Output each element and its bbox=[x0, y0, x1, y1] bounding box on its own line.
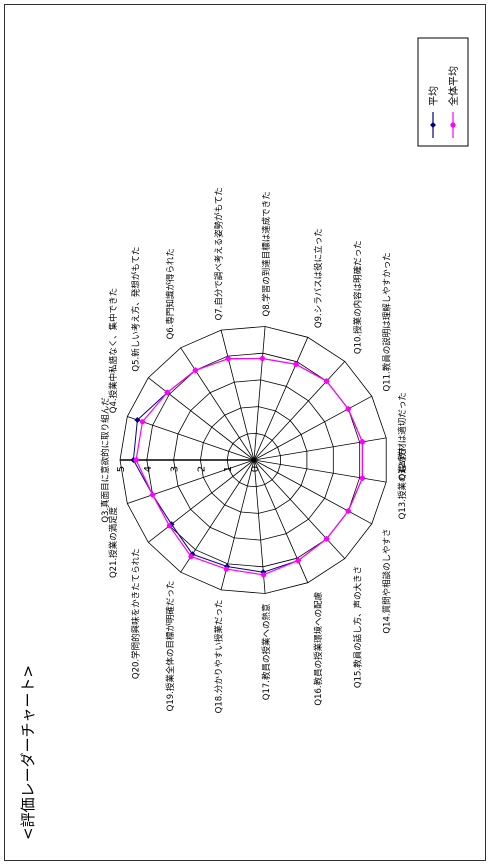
axis-label: Q12.教材は適切だった bbox=[397, 392, 408, 480]
axis-label: Q15.教員の話し方、声の大きさ bbox=[353, 566, 364, 688]
axis-label: Q20.学問的興味をかきたてられた bbox=[130, 548, 141, 679]
axis-label: Q14.質問や相談のしやすさ bbox=[382, 529, 393, 634]
axis-label: Q5.新しい考え方、発想がもてた bbox=[130, 247, 141, 372]
data-point bbox=[324, 378, 330, 384]
grid-ring-1 bbox=[226, 432, 281, 488]
data-point bbox=[139, 419, 146, 425]
spoke-18 bbox=[148, 459, 255, 543]
axis-label: Q13.授業の進め方 bbox=[397, 448, 408, 519]
chart-title: <評価レーダーチャート> bbox=[19, 665, 37, 840]
data-point bbox=[359, 475, 365, 481]
spoke-7 bbox=[253, 337, 309, 461]
data-point bbox=[225, 356, 231, 362]
spoke-8 bbox=[253, 361, 346, 461]
tick-label: 3 bbox=[170, 466, 181, 472]
axis-label: Q9.シラバスは役に立った bbox=[313, 228, 324, 328]
spoke-13 bbox=[253, 459, 346, 559]
legend-marker bbox=[450, 122, 456, 128]
spoke-5 bbox=[220, 330, 255, 461]
spoke-6 bbox=[253, 326, 266, 461]
axis-label: Q7.自分で調べ考える姿勢がもてた bbox=[214, 187, 225, 320]
chart-frame bbox=[4, 4, 486, 861]
data-point bbox=[164, 389, 170, 396]
data-point bbox=[345, 406, 351, 412]
axis-label: Q4.授業中私語なく、集中できた bbox=[108, 288, 119, 413]
tick-label: 5 bbox=[116, 466, 127, 472]
tick-label: 0 bbox=[250, 466, 261, 472]
spoke-19 bbox=[127, 459, 255, 504]
data-point bbox=[324, 536, 330, 542]
data-point bbox=[345, 508, 351, 514]
grid-ring-5 bbox=[119, 326, 387, 594]
data-point bbox=[188, 553, 194, 560]
legend-label: 平均 bbox=[428, 86, 440, 106]
axis-label: Q3.真面目に意欲的に取り組んだ bbox=[100, 397, 111, 523]
spoke-12 bbox=[253, 459, 372, 525]
axis-label: Q10.授業の内容は明確だった bbox=[353, 240, 364, 354]
data-point bbox=[223, 566, 229, 572]
data-point bbox=[134, 416, 141, 423]
data-point bbox=[192, 367, 198, 373]
spoke-2 bbox=[127, 416, 255, 461]
axis-label: Q18.分かりやすい授業だった bbox=[214, 600, 225, 714]
tick-label: 4 bbox=[143, 466, 154, 472]
data-point bbox=[133, 457, 139, 463]
series-line-2 bbox=[135, 357, 363, 576]
rotated-chart-group: <評価レーダーチャート> 0 1 2 3 4 5 Q3.真面目に意欲的に取り組んだQ4.授業中… bbox=[19, 37, 469, 840]
grid-ring-2 bbox=[199, 406, 308, 514]
spoke-3 bbox=[148, 377, 255, 461]
data-point bbox=[150, 492, 156, 498]
spoke-4 bbox=[180, 347, 255, 461]
data-point bbox=[293, 361, 299, 367]
data-point bbox=[295, 558, 301, 564]
axis-label: Q6.専門知識が得られた bbox=[165, 248, 176, 339]
grid-ring-3 bbox=[173, 379, 334, 541]
data-point bbox=[359, 439, 365, 445]
legend-label: 全体平均 bbox=[447, 66, 460, 106]
axis-label: Q19.授業全体の目標が明確だった bbox=[165, 581, 176, 712]
axis-label: Q16.教員の授業環境への配慮 bbox=[313, 591, 324, 705]
axis-label: Q17.教員の授業への熱意 bbox=[261, 604, 272, 701]
legend-box bbox=[417, 37, 469, 147]
spoke-9 bbox=[253, 395, 372, 461]
legend-marker bbox=[430, 122, 436, 128]
spoke-14 bbox=[253, 459, 309, 583]
data-point bbox=[260, 572, 267, 578]
tick-label: 1 bbox=[223, 466, 234, 472]
axis-label: Q21.授業の満足度 bbox=[108, 506, 119, 578]
tick-label: 2 bbox=[196, 466, 207, 472]
data-point bbox=[166, 523, 172, 529]
data-point bbox=[259, 355, 265, 362]
axis-label: Q8.学習の到達目標は達成できた bbox=[261, 191, 272, 316]
axis-label: Q11.教員の説明は理解しやすかった bbox=[382, 252, 393, 391]
